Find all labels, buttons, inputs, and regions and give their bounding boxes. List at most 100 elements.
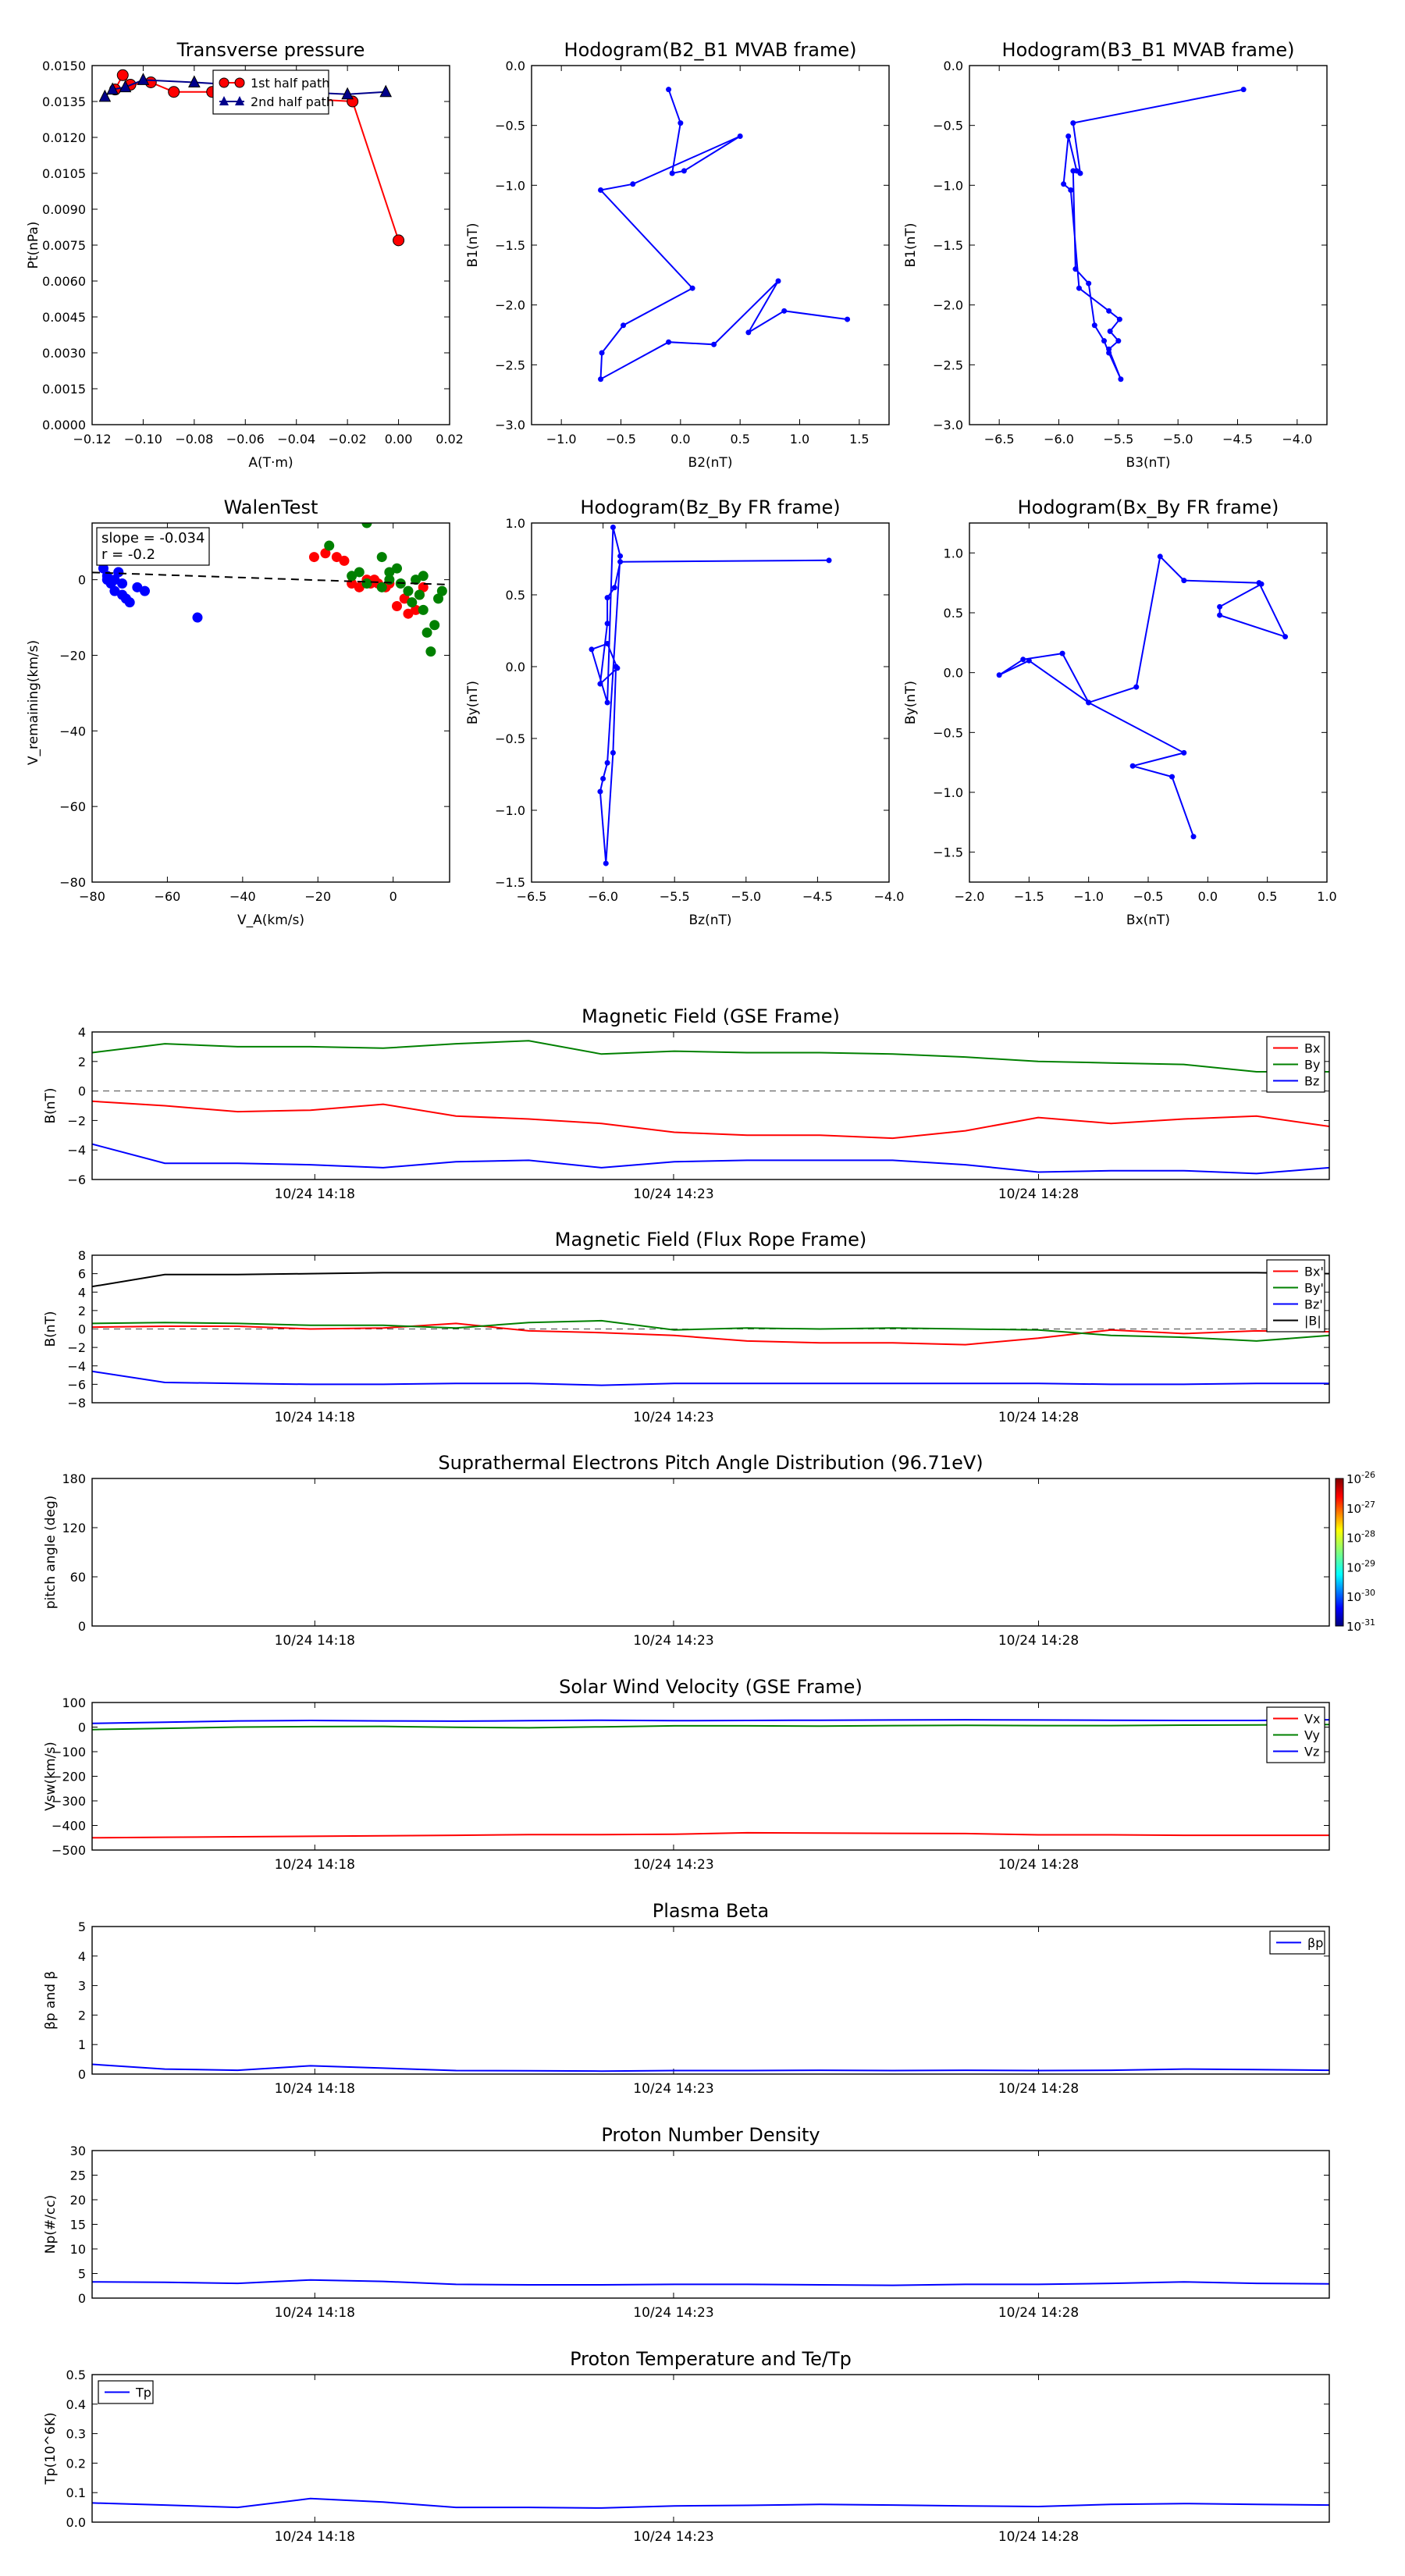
h4-series-line xyxy=(998,554,1287,838)
x-axis-label: B3(nT) xyxy=(1126,455,1171,471)
colorbar xyxy=(1335,1478,1344,1627)
y-tick-label: −80 xyxy=(59,875,86,890)
y-tick-label: −1.5 xyxy=(933,845,963,860)
np-series-line xyxy=(92,2279,1329,2286)
series-line-|B| xyxy=(92,1272,1329,1288)
chart-title: Hodogram(Bx_By FR frame) xyxy=(1018,496,1279,518)
colorbar-tick-base: 10 xyxy=(1346,1502,1361,1516)
chart-title: Plasma Beta xyxy=(653,1900,769,1922)
h1-series-line xyxy=(599,89,848,381)
data-point xyxy=(617,553,624,559)
legend-marker xyxy=(219,77,229,88)
walen-plot-area xyxy=(92,523,450,657)
y-axis-label: Tp(10^6K) xyxy=(43,2412,59,2485)
colorbar-tick-label: 10-29 xyxy=(1346,1558,1375,1574)
colorbar-tick-label: 10-28 xyxy=(1346,1529,1375,1546)
y-axis-label: B1(nT) xyxy=(903,223,919,268)
y-axis-label: βp and β xyxy=(43,1971,59,2030)
series-line-Bz xyxy=(92,1143,1329,1175)
data-point xyxy=(603,860,609,866)
fit-line xyxy=(92,571,450,585)
y-tick-label: 0.0120 xyxy=(42,130,86,145)
y-tick-label: 1 xyxy=(78,2037,86,2052)
data-point xyxy=(422,627,432,638)
chart-title: Hodogram(B2_B1 MVAB frame) xyxy=(564,39,857,61)
x-tick-label: −6.5 xyxy=(517,889,547,904)
series-line-Vx xyxy=(92,1831,1329,1839)
y-tick-label: 0 xyxy=(78,1720,86,1735)
tp-plot-frame xyxy=(91,65,450,425)
data-point xyxy=(1070,168,1076,174)
colorbar-tick-label: 10-26 xyxy=(1346,1470,1375,1486)
x-axis-label: Bz(nT) xyxy=(688,913,731,928)
data-point xyxy=(669,170,675,176)
legend-label: Bx xyxy=(1304,1041,1320,1056)
h3-plot-frame xyxy=(531,522,890,883)
y-tick-label: 0.5 xyxy=(66,2368,86,2382)
y-tick-label: 0.0000 xyxy=(42,418,86,432)
data-point xyxy=(610,525,616,531)
data-point xyxy=(384,567,395,578)
data-point xyxy=(339,555,350,566)
data-point xyxy=(354,582,365,592)
data-point xyxy=(1059,650,1065,656)
y-tick-label: −3.0 xyxy=(933,418,963,432)
h2-plot-area xyxy=(1061,87,1247,382)
data-point xyxy=(1065,133,1072,139)
x-tick-label: 10/24 14:28 xyxy=(998,2305,1079,2321)
data-point xyxy=(1181,578,1187,584)
y-tick-label: 0.5 xyxy=(506,588,525,603)
x-tick-label: 10/24 14:28 xyxy=(998,1633,1079,1649)
y-tick-label: 0.0 xyxy=(506,660,525,674)
x-tick-label: 1.0 xyxy=(1317,889,1336,904)
y-tick-label: 2 xyxy=(78,1304,86,1318)
data-point xyxy=(600,776,606,782)
x-tick-label: −4.5 xyxy=(802,889,833,904)
data-point xyxy=(109,585,120,596)
data-point xyxy=(109,575,120,585)
y-tick-label: 0 xyxy=(78,2291,86,2306)
x-tick-label: −6.0 xyxy=(588,889,618,904)
y-tick-label: −6 xyxy=(67,1172,86,1187)
data-point xyxy=(681,168,687,174)
np-chart: 30 25 20 15 10 5 0 Np(#/cc) 10/24 14:18 10/24 14:… xyxy=(43,2144,1329,2321)
data-point xyxy=(188,75,201,87)
data-point xyxy=(597,681,603,687)
data-point xyxy=(414,589,425,600)
data-point xyxy=(598,187,604,193)
data-point xyxy=(781,308,788,314)
data-point xyxy=(666,87,672,93)
y-tick-label: 0.4 xyxy=(66,2397,86,2412)
y-tick-label: 4 xyxy=(78,1285,86,1300)
x-tick-label: −0.04 xyxy=(277,432,315,447)
x-tick-label: −60 xyxy=(155,889,181,904)
x-tick-label: 10/24 14:23 xyxy=(633,1187,713,1202)
series-line-Bz' xyxy=(92,1370,1329,1386)
data-point xyxy=(996,672,1002,678)
data-point xyxy=(331,552,342,563)
data-point xyxy=(376,582,387,592)
x-tick-label: −2.0 xyxy=(955,889,985,904)
y-axis-label: pitch angle (deg) xyxy=(43,1496,59,1610)
mag_fr-plot-area xyxy=(92,1272,1329,1386)
x-tick-label: −0.5 xyxy=(606,432,636,447)
data-point xyxy=(168,86,180,98)
y-tick-label: 0.0150 xyxy=(42,59,86,73)
series-line-Vz xyxy=(92,1719,1329,1724)
x-tick-label: −40 xyxy=(229,889,256,904)
x-tick-label: 10/24 14:23 xyxy=(633,1633,713,1649)
legend-box xyxy=(212,69,329,115)
y-tick-label: −0.5 xyxy=(495,731,525,746)
y-tick-label: −1.0 xyxy=(495,803,525,818)
h4-plot-area xyxy=(996,553,1289,840)
y-tick-label: 180 xyxy=(62,1471,86,1486)
x-tick-label: 0 xyxy=(389,889,397,904)
chart-title: Hodogram(Bz_By FR frame) xyxy=(580,496,840,518)
walen-chart: 0 −20 −40 −60 −80 V_remaining(km/s) −80 −60 −40 −… xyxy=(26,523,450,928)
legend-label: Bz' xyxy=(1304,1297,1323,1312)
data-point xyxy=(604,699,610,706)
y-tick-label: −2.5 xyxy=(933,358,963,372)
data-point xyxy=(119,80,132,93)
data-point xyxy=(1129,763,1136,769)
